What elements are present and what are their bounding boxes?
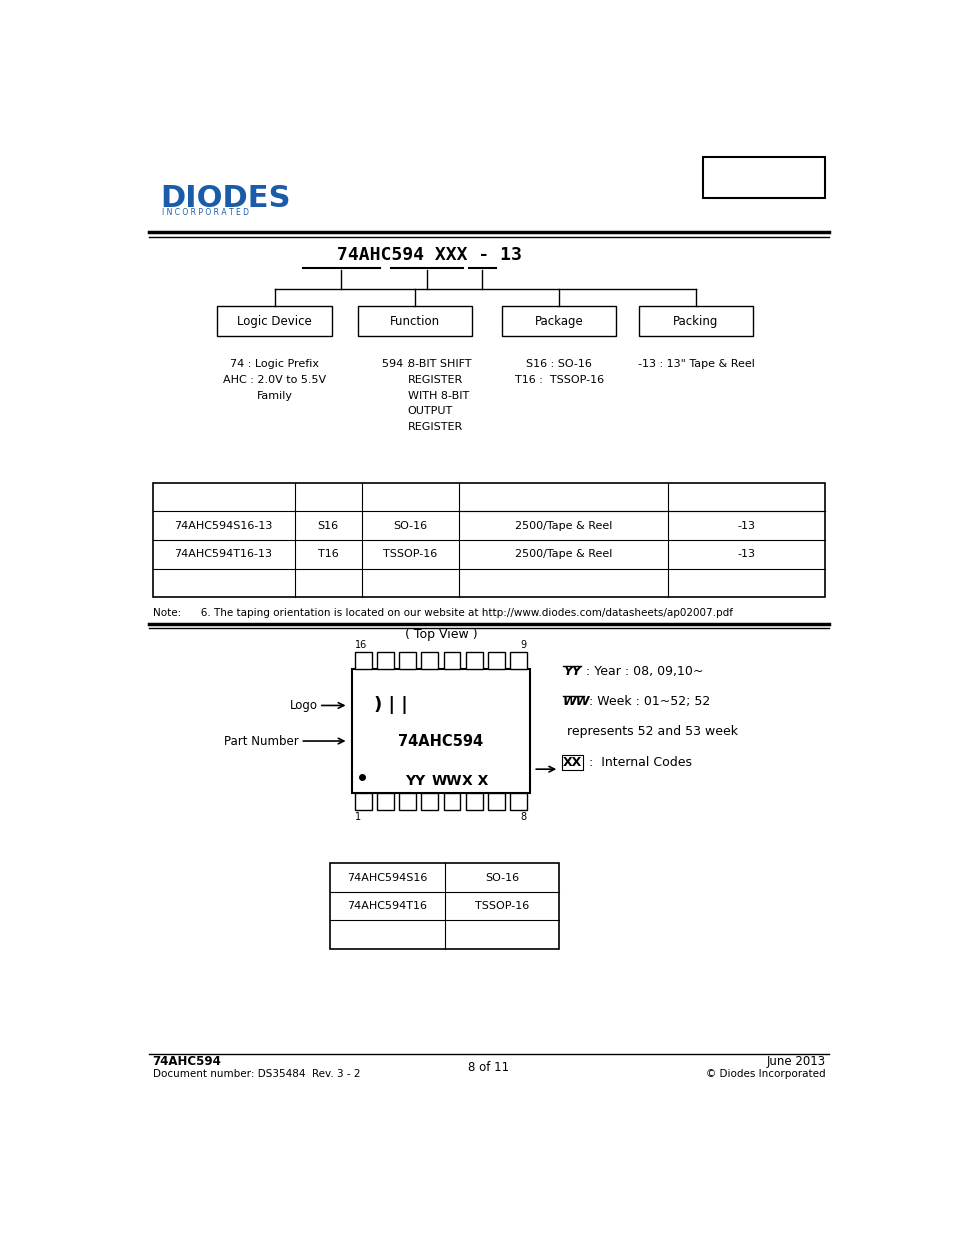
Text: Logic Device: Logic Device	[237, 315, 312, 327]
Bar	[487, 652, 504, 669]
Bar	[465, 793, 482, 810]
Text: 74AHC594 XXX - 13: 74AHC594 XXX - 13	[337, 246, 521, 264]
Text: represents 52 and 53 week: represents 52 and 53 week	[566, 725, 737, 739]
Text: : Week : 01~52; 52: : Week : 01~52; 52	[584, 695, 710, 708]
Text: ( Top View ): ( Top View )	[404, 627, 476, 641]
Text: -13: -13	[737, 550, 755, 559]
Bar	[398, 652, 416, 669]
Text: 74AHC594T16-13: 74AHC594T16-13	[174, 550, 273, 559]
Text: 74AHC594T16: 74AHC594T16	[347, 902, 427, 911]
Text: 74AHC594: 74AHC594	[398, 734, 483, 748]
Text: 594 :: 594 :	[381, 359, 414, 369]
Text: DIODES: DIODES	[160, 184, 290, 214]
Text: :  Internal Codes: : Internal Codes	[584, 756, 691, 769]
Text: ) | |: ) | |	[374, 697, 407, 715]
Text: June 2013: June 2013	[765, 1055, 824, 1067]
Bar	[421, 793, 437, 810]
Text: Function: Function	[390, 315, 439, 327]
Bar	[702, 157, 824, 198]
Text: © Diodes Incorporated: © Diodes Incorporated	[705, 1070, 824, 1079]
Bar	[487, 793, 504, 810]
Bar	[501, 306, 616, 336]
Text: 16: 16	[355, 640, 367, 651]
Text: -13 : 13" Tape & Reel: -13 : 13" Tape & Reel	[637, 359, 754, 369]
Text: Logo: Logo	[289, 699, 317, 711]
Text: 2500/Tape & Reel: 2500/Tape & Reel	[515, 550, 612, 559]
Bar	[465, 652, 482, 669]
Text: S16: S16	[317, 521, 338, 531]
Text: 74AHC594S16: 74AHC594S16	[347, 873, 427, 883]
Text: 2500/Tape & Reel: 2500/Tape & Reel	[515, 521, 612, 531]
Text: XX: XX	[562, 756, 581, 769]
Text: 9: 9	[520, 640, 526, 651]
Bar	[398, 793, 416, 810]
Text: Packing: Packing	[673, 315, 718, 327]
Bar	[443, 793, 460, 810]
Bar	[352, 669, 529, 793]
Text: YY: YY	[405, 774, 425, 788]
Text: 8 of 11: 8 of 11	[468, 1061, 509, 1074]
Text: TSSOP-16: TSSOP-16	[383, 550, 437, 559]
Text: Note:      6. The taping orientation is located on our website at http://www.dio: Note: 6. The taping orientation is locat…	[152, 609, 732, 619]
Bar	[638, 306, 753, 336]
Bar	[152, 483, 824, 597]
Text: SO-16: SO-16	[393, 521, 427, 531]
Bar	[355, 652, 372, 669]
Text: -13: -13	[737, 521, 755, 531]
Bar	[357, 306, 472, 336]
Text: 1: 1	[355, 811, 361, 823]
Text: Part Number: Part Number	[224, 735, 298, 747]
Text: T16: T16	[317, 550, 338, 559]
Text: 8: 8	[520, 811, 526, 823]
Text: S16 : SO-16
T16 :  TSSOP-16: S16 : SO-16 T16 : TSSOP-16	[514, 359, 603, 385]
Text: WW: WW	[432, 774, 462, 788]
Bar	[355, 793, 372, 810]
Bar	[421, 652, 437, 669]
Text: X X: X X	[461, 774, 487, 788]
Text: 74 : Logic Prefix
AHC : 2.0V to 5.5V
Family: 74 : Logic Prefix AHC : 2.0V to 5.5V Fam…	[223, 359, 326, 400]
Bar	[510, 793, 526, 810]
Bar	[510, 652, 526, 669]
Text: WW: WW	[562, 695, 590, 708]
Text: TSSOP-16: TSSOP-16	[475, 902, 528, 911]
Text: Document number: DS35484  Rev. 3 - 2: Document number: DS35484 Rev. 3 - 2	[152, 1070, 359, 1079]
Text: I N C O R P O R A T E D: I N C O R P O R A T E D	[162, 209, 249, 217]
Text: 8-BIT SHIFT
REGISTER
WITH 8-BIT
OUTPUT
REGISTER: 8-BIT SHIFT REGISTER WITH 8-BIT OUTPUT R…	[407, 359, 471, 432]
Text: : Year : 08, 09,10~: : Year : 08, 09,10~	[581, 664, 702, 678]
Bar	[376, 652, 394, 669]
Text: YY: YY	[562, 664, 580, 678]
Bar	[376, 793, 394, 810]
Text: SO-16: SO-16	[484, 873, 518, 883]
Text: Package: Package	[535, 315, 583, 327]
Text: 74AHC594: 74AHC594	[152, 1055, 221, 1067]
Bar	[330, 863, 558, 948]
Bar	[443, 652, 460, 669]
Bar	[217, 306, 332, 336]
Text: 74AHC594S16-13: 74AHC594S16-13	[174, 521, 273, 531]
